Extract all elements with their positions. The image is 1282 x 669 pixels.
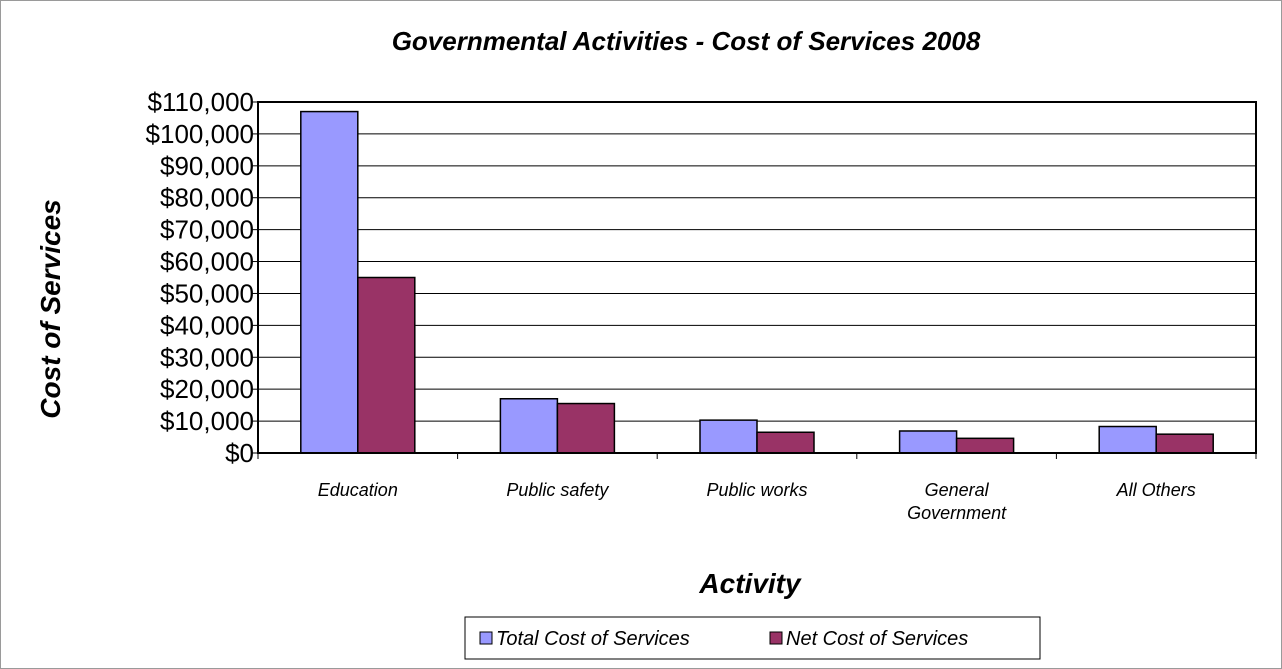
x-tick-label: All Others [1116, 480, 1196, 500]
gridlines [252, 101, 1256, 454]
y-tick-label: $90,000 [160, 151, 254, 181]
legend: Total Cost of Services Net Cost of Servi… [464, 616, 1041, 660]
bars [300, 110, 1214, 454]
legend-swatch-net [769, 631, 783, 645]
chart-title: Governmental Activities - Cost of Servic… [392, 26, 981, 56]
y-tick-label: $100,000 [146, 119, 254, 149]
x-tick-label: Public works [706, 480, 807, 500]
x-tick-label: Public safety [506, 480, 609, 500]
y-tick-label: $30,000 [160, 342, 254, 372]
y-tick-label: $40,000 [160, 310, 254, 340]
y-tick-label: $60,000 [160, 247, 254, 277]
bar-net-cost [556, 402, 616, 454]
bar-total-cost [499, 398, 559, 454]
bar-total-cost [898, 430, 958, 454]
bar-net-cost [756, 431, 815, 454]
y-tick-label: $0 [225, 438, 254, 468]
bar-net-cost [1155, 433, 1214, 454]
legend-box [464, 616, 1041, 660]
plot-area-border [257, 101, 1257, 454]
bar-total-cost [1098, 425, 1157, 454]
bar-net-cost [955, 437, 1015, 454]
y-tick-label: $20,000 [160, 374, 254, 404]
y-axis-label: Cost of Services [35, 199, 66, 418]
y-tick-label: $70,000 [160, 215, 254, 245]
legend-swatch-total [479, 631, 493, 645]
bar-net-cost [357, 276, 416, 454]
x-tick-label: General Government [907, 480, 1007, 523]
legend-label-net: Net Cost of Services [786, 628, 968, 650]
bar-total-cost [699, 419, 758, 454]
y-tick-label: $50,000 [160, 278, 254, 308]
y-tick-label: $110,000 [147, 87, 254, 117]
x-axis-label: Activity [698, 568, 802, 599]
y-tick-label: $10,000 [160, 406, 254, 436]
x-tick-labels: Education Public safety Public works Genera… [257, 453, 1257, 523]
y-tick-label: $80,000 [160, 183, 254, 213]
x-tick-label: Education [318, 480, 398, 500]
bar-total-cost [300, 110, 359, 454]
y-tick-labels: $0$10,000$20,000$30,000$40,000$50,000$60… [146, 87, 254, 468]
legend-label-total: Total Cost of Services [496, 628, 690, 650]
